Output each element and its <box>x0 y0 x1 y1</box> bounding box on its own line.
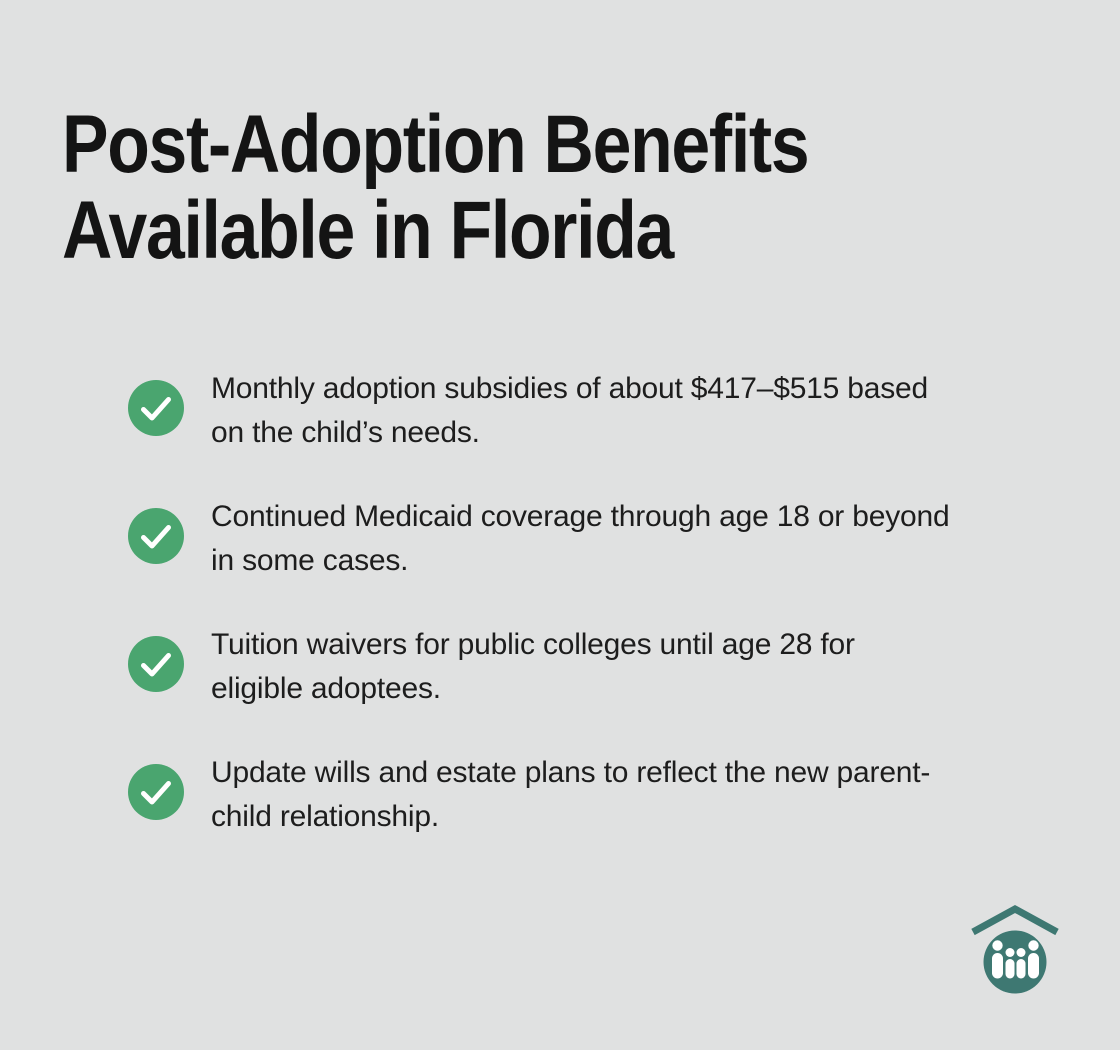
roof-icon <box>971 905 1059 936</box>
page-title-line-1: Post-Adoption Benefits <box>62 99 810 190</box>
list-item: Continued Medicaid coverage through age … <box>128 495 950 583</box>
list-item: Monthly adoption subsidies of about $417… <box>128 367 949 455</box>
benefit-line: in some cases. <box>211 544 409 577</box>
benefit-text: Update wills and estate plans to reflect… <box>211 751 930 839</box>
check-icon <box>128 508 184 564</box>
check-icon <box>128 636 184 692</box>
benefit-text: Tuition waivers for public colleges unti… <box>211 623 855 711</box>
family-figures-icon <box>992 940 1039 979</box>
benefit-text: Continued Medicaid coverage through age … <box>211 495 950 583</box>
page-title: Post-Adoption Benefits Available in Flor… <box>62 99 810 276</box>
page-title-line-2: Available in Florida <box>62 185 674 276</box>
benefit-line: child relationship. <box>211 800 439 833</box>
benefit-line: on the child’s needs. <box>211 416 480 449</box>
benefits-list: Monthly adoption subsidies of about $417… <box>128 367 950 879</box>
benefit-line: Tuition waivers for public colleges unti… <box>211 628 855 661</box>
check-icon <box>128 764 184 820</box>
benefit-text: Monthly adoption subsidies of about $417… <box>211 367 928 455</box>
list-item: Tuition waivers for public colleges unti… <box>128 623 949 711</box>
check-icon <box>128 380 184 436</box>
benefit-line: Continued Medicaid coverage through age … <box>211 500 950 533</box>
benefit-line: Monthly adoption subsidies of about $417… <box>211 372 929 405</box>
benefit-line: Update wills and estate plans to reflect… <box>211 756 931 789</box>
list-item: Update wills and estate plans to reflect… <box>128 751 949 839</box>
family-home-logo <box>970 904 1062 996</box>
benefit-line: eligible adoptees. <box>211 672 441 705</box>
